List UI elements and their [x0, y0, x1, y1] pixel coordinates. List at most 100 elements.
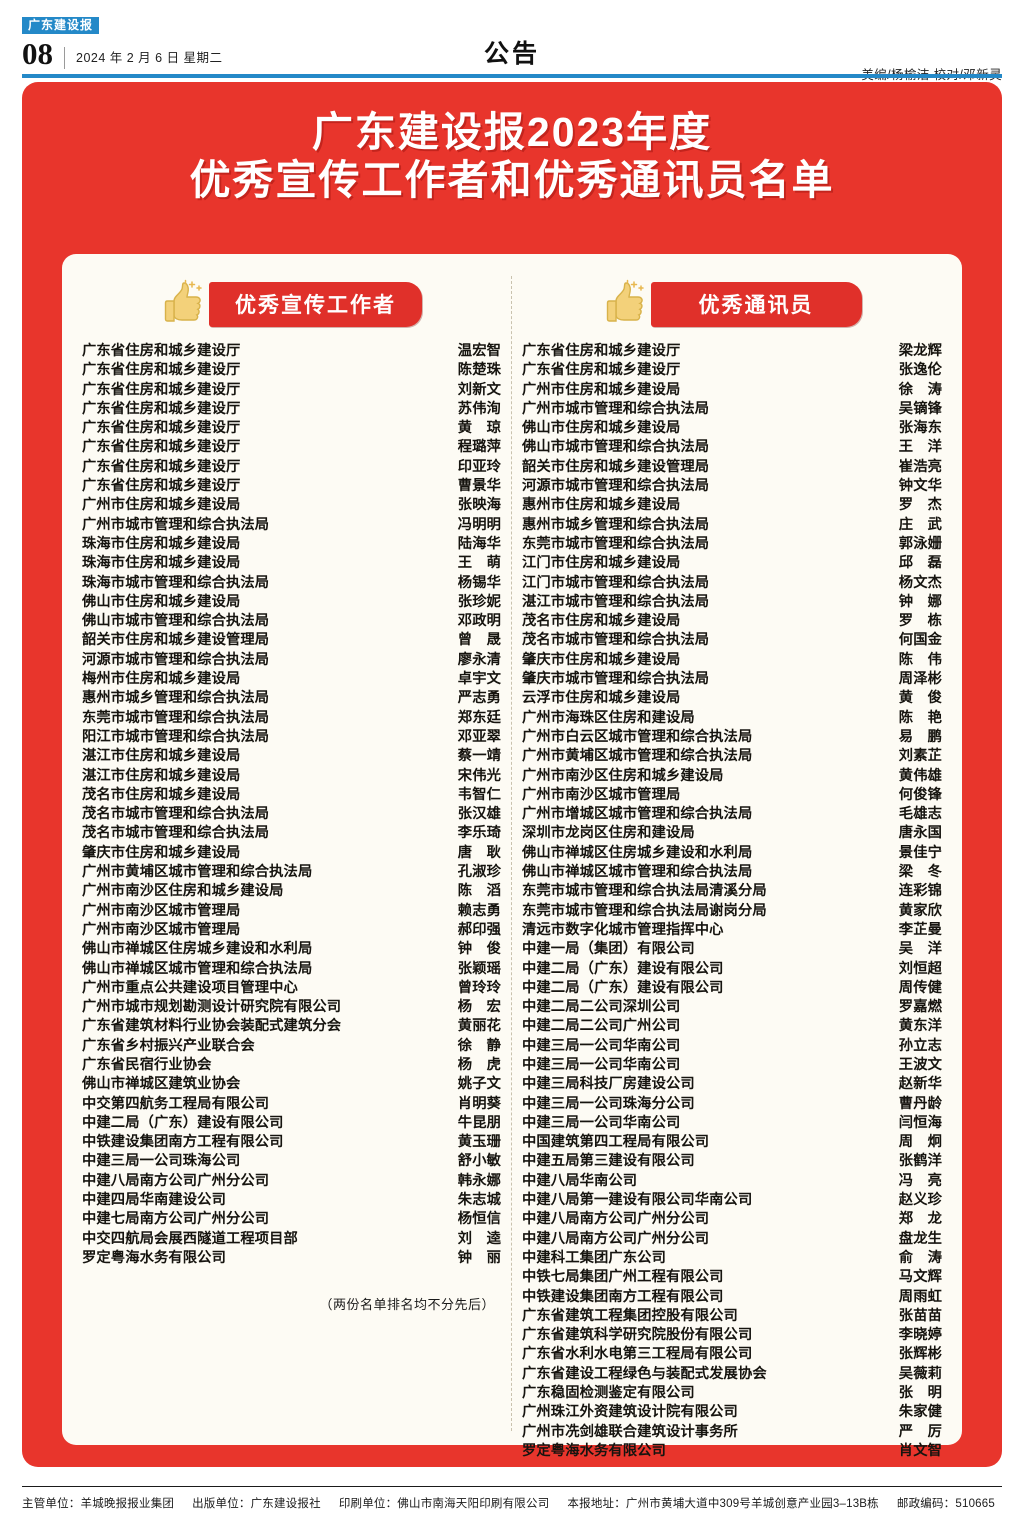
- person-name: 肖文智: [898, 1442, 942, 1459]
- person-name: 邓亚翠: [457, 728, 501, 745]
- person-name: 黄东洋: [898, 1018, 942, 1035]
- organization-name: 广州市增城区城市管理和综合执法局: [522, 806, 753, 823]
- organization-name: 东莞市城市管理和综合执法局: [522, 535, 710, 552]
- organization-name: 广州市城市管理和综合执法局: [522, 400, 710, 417]
- list-row: 惠州市住房和城乡建设局 罗 杰: [522, 496, 942, 515]
- organization-name: 佛山市住房和城乡建设局: [82, 593, 241, 610]
- list-row: 广州市南沙区城市管理局 赖志勇: [82, 902, 501, 921]
- organization-name: 湛江市城市管理和综合执法局: [522, 593, 710, 610]
- footer-item: 出版单位：广东建设报社: [192, 1498, 321, 1510]
- organization-name: 广东稳固检测鉴定有限公司: [522, 1385, 695, 1402]
- person-name: 韦智仁: [457, 786, 501, 803]
- organization-name: 广东省建筑材料行业协会装配式建筑分会: [82, 1018, 342, 1035]
- person-name: 刘 逵: [457, 1230, 501, 1247]
- poster-title-line1: 广东建设报2023年度: [311, 109, 713, 155]
- list-row: 中建二局（广东）建设有限公司 刘恒超: [522, 960, 942, 979]
- organization-name: 江门市城市管理和综合执法局: [522, 574, 710, 591]
- organization-name: 广州市海珠区住房和建设局: [522, 709, 695, 726]
- person-name: 郑 龙: [898, 1211, 942, 1228]
- organization-name: 中建三局科技厂房建设公司: [522, 1076, 695, 1093]
- person-name: 冯明明: [457, 516, 501, 533]
- masthead-left-group: 08 2024 年 2 月 6 日 星期二: [22, 38, 1002, 69]
- list-row: 中铁七局集团广州工程有限公司 马文辉: [522, 1268, 942, 1287]
- organization-name: 深圳市龙岗区住房和建设局: [522, 825, 695, 842]
- organization-name: 广州市南沙区城市管理局: [82, 902, 241, 919]
- organization-name: 中铁建设集团南方工程有限公司: [82, 1134, 284, 1151]
- list-row: 深圳市龙岗区住房和建设局 唐永国: [522, 824, 942, 843]
- list-row: 清远市数字化城市管理指挥中心 李芷曼: [522, 921, 942, 940]
- list-row: 广东稳固检测鉴定有限公司 张 明: [522, 1384, 942, 1403]
- person-name: 温宏智: [457, 343, 501, 359]
- person-name: 盘龙生: [898, 1230, 942, 1247]
- person-name: 孔淑珍: [457, 864, 501, 881]
- organization-name: 中建二局二公司深圳公司: [522, 999, 681, 1016]
- organization-name: 惠州市城乡管理和综合执法局: [82, 690, 270, 707]
- list-row: 中建八局南方公司广州分公司 韩永娜: [82, 1172, 501, 1191]
- person-name: 张鹤洋: [898, 1153, 942, 1170]
- person-name: 严 厉: [898, 1423, 942, 1440]
- organization-name: 中交第四航务工程局有限公司: [82, 1095, 270, 1112]
- list-row: 广东省住房和城乡建设厅 陈楚珠: [82, 361, 501, 380]
- masthead: 广东建设报 08 2024 年 2 月 6 日 星期二 公告 美编/杨榆洁 校对…: [0, 0, 1024, 86]
- list-row: 广州市增城区城市管理和综合执法局 毛雄志: [522, 805, 942, 824]
- list-row: 中建二局（广东）建设有限公司 牛昆朋: [82, 1114, 501, 1133]
- organization-name: 茂名市城市管理和综合执法局: [82, 806, 270, 823]
- organization-name: 中建七局南方公司广州分公司: [82, 1211, 270, 1228]
- list-row: 广州市南沙区城市管理局 郝印强: [82, 921, 501, 940]
- person-name: 杨 宏: [457, 999, 501, 1016]
- person-name: 孙立志: [898, 1037, 942, 1054]
- list-row: 佛山市禅城区城市管理和综合执法局 张颖瑶: [82, 960, 501, 979]
- person-name: 卓宇文: [457, 671, 501, 688]
- list-row: 广东省住房和城乡建设厅 刘新文: [82, 381, 501, 400]
- list-row: 广州珠江外资建筑设计院有限公司 朱家健: [522, 1403, 942, 1422]
- organization-name: 中建二局（广东）建设有限公司: [522, 979, 724, 996]
- organization-name: 中交四航局会展西隧道工程项目部: [82, 1230, 298, 1247]
- person-name: 庄 武: [898, 516, 942, 533]
- list-row: 广东省住房和城乡建设厅 张逸伦: [522, 361, 942, 380]
- organization-name: 佛山市禅城区城市管理和综合执法局: [522, 864, 753, 881]
- person-name: 陈楚珠: [457, 362, 501, 379]
- list-row: 茂名市城市管理和综合执法局 张汉雄: [82, 805, 501, 824]
- organization-name: 佛山市禅城区建筑业协会: [82, 1076, 241, 1093]
- ranking-note: （两份名单排名均不分先后）: [319, 1297, 495, 1313]
- person-name: 周 炯: [898, 1134, 942, 1151]
- list-row: 佛山市住房和城乡建设局 张珍妮: [82, 593, 501, 612]
- list-row: 广东省水利水电第三工程局有限公司 张辉彬: [522, 1345, 942, 1364]
- organization-name: 广州市冼剑雄联合建筑设计事务所: [522, 1423, 738, 1440]
- organization-name: 茂名市住房和城乡建设局: [522, 613, 681, 630]
- organization-name: 广州市南沙区城市管理局: [82, 921, 241, 938]
- list-row: 广东省乡村振兴产业联合会 徐 静: [82, 1037, 501, 1056]
- list-row: 茂名市城市管理和综合执法局 何国金: [522, 631, 942, 650]
- list-row: 肇庆市住房和城乡建设局 陈 伟: [522, 651, 942, 670]
- list-outstanding-publicity-workers: 广东省住房和城乡建设厅 温宏智 广东省住房和城乡建设厅 陈楚珠 广东省住房和城乡建设厅刘…: [78, 342, 505, 1268]
- list-row: 湛江市城市管理和综合执法局 钟 娜: [522, 593, 942, 612]
- footer-item: 本报地址：广州市黄埔大道中309号羊城创意产业园3–13B栋: [567, 1498, 879, 1510]
- list-row: 中铁建设集团南方工程有限公司 黄玉珊: [82, 1133, 501, 1152]
- person-name: 宋伟光: [457, 767, 501, 784]
- person-name: 吴薇莉: [898, 1365, 942, 1382]
- list-row: 中建四局华南建设公司 朱志城: [82, 1191, 501, 1210]
- list-row: 中建八局第一建设有限公司华南公司 赵义珍: [522, 1191, 942, 1210]
- list-row: 广东省住房和城乡建设厅 苏伟洵: [82, 400, 501, 419]
- organization-name: 清远市数字化城市管理指挥中心: [522, 921, 724, 938]
- list-row: 广州市黄埔区城市管理和综合执法局 刘素芷: [522, 747, 942, 766]
- list-row: 广州市白云区城市管理和综合执法局 易 鹏: [522, 728, 942, 747]
- list-row: 韶关市住房和城乡建设管理局 崔浩亮: [522, 458, 942, 477]
- organization-name: 河源市城市管理和综合执法局: [82, 651, 270, 668]
- organization-name: 珠海市住房和城乡建设局: [82, 555, 241, 572]
- organization-name: 韶关市住房和城乡建设管理局: [522, 458, 710, 475]
- organization-name: 广州市南沙区城市管理局: [522, 786, 681, 803]
- organization-name: 茂名市城市管理和综合执法局: [82, 825, 270, 842]
- organization-name: 中国建筑第四工程局有限公司: [522, 1134, 710, 1151]
- organization-name: 佛山市城市管理和综合执法局: [522, 439, 710, 456]
- list-row: 佛山市城市管理和综合执法局 邓政明: [82, 612, 501, 631]
- list-row: 广东省住房和城乡建设厅 黄 琼: [82, 419, 501, 438]
- organization-name: 中建三局一公司华南公司: [522, 1114, 681, 1131]
- person-name: 黄丽花: [457, 1018, 501, 1035]
- list-row: 佛山市禅城区住房城乡建设和水利局 景佳宁: [522, 844, 942, 863]
- footer-item: 印刷单位：佛山市南海天阳印刷有限公司: [338, 1498, 550, 1510]
- list-row: 广东省住房和城乡建设厅 印亚玲: [82, 458, 501, 477]
- list-row: 罗定粤海水务有限公司 钟 丽: [82, 1249, 501, 1268]
- poster-title: 广东建设报2023年度 优秀宣传工作者和优秀通讯员名单: [44, 108, 980, 205]
- person-name: 李晓婷: [898, 1327, 942, 1344]
